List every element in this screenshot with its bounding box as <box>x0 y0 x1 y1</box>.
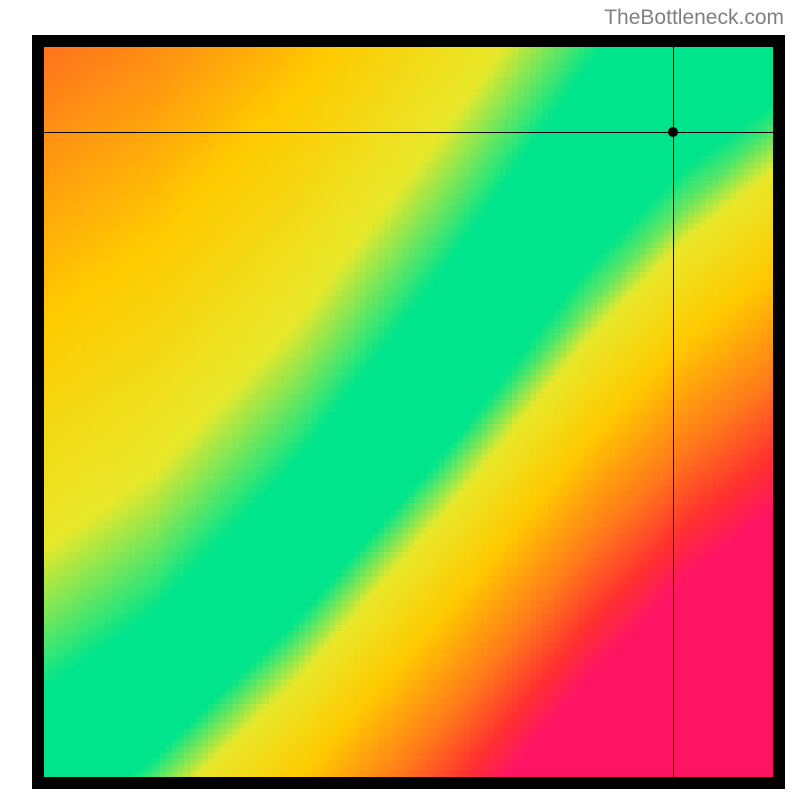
figure-container: TheBottleneck.com <box>0 0 800 800</box>
crosshair-horizontal <box>44 132 773 133</box>
heatmap-canvas <box>44 47 773 777</box>
crosshair-vertical <box>673 47 674 777</box>
plot-area <box>32 35 785 789</box>
watermark-text: TheBottleneck.com <box>604 6 784 30</box>
crosshair-marker <box>668 127 678 137</box>
